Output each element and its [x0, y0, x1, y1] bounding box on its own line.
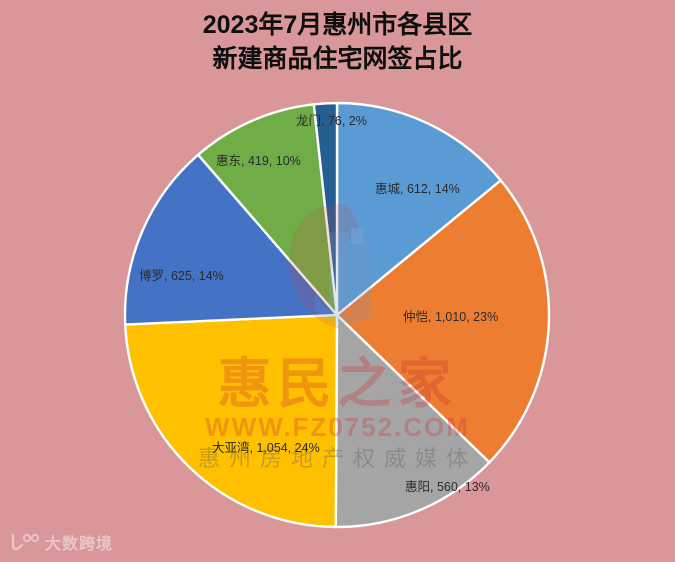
pie-slice-label-4: 博罗, 625, 14%	[139, 269, 224, 283]
pie-slice-3[interactable]	[124, 313, 339, 529]
corner-brand-label: 大数跨境	[45, 536, 114, 553]
pie-slice-0[interactable]	[335, 101, 502, 317]
pie-slice-1[interactable]	[335, 179, 551, 464]
pie-slices-group	[123, 101, 551, 529]
pie-slice-label-2: 惠阳, 560, 13%	[405, 480, 490, 494]
pie-slice-label-0: 惠城, 612, 14%	[375, 182, 460, 196]
pie-slice-label-5: 惠东, 419, 10%	[216, 154, 301, 168]
pie-slice-6[interactable]	[312, 101, 339, 317]
pie-slice-4[interactable]	[123, 153, 339, 326]
chart-title: 2023年7月惠州市各县区 新建商品住宅网签占比	[202, 11, 473, 73]
pie-slice-5[interactable]	[196, 103, 339, 317]
pie-slice-2[interactable]	[334, 313, 491, 529]
corner-brand: 大数跨境	[10, 530, 113, 554]
dashukuajing-logo-icon	[11, 533, 40, 551]
pie-slice-label-3: 大亚湾, 1,054, 24%	[212, 441, 320, 455]
pie-slice-label-6: 龙门, 76, 2%	[296, 114, 367, 128]
pie-slice-label-1: 仲恺, 1,010, 23%	[403, 310, 499, 324]
